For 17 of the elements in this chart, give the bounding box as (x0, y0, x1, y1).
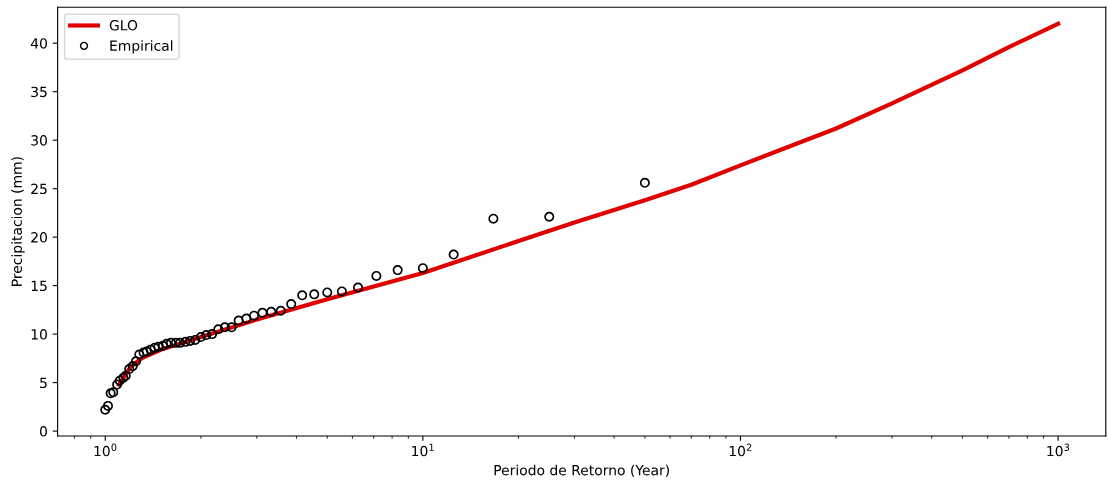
y-tick-label: 15 (31, 280, 47, 292)
x-axis-title: Periodo de Retorno (Year) (494, 464, 669, 478)
y-tick-label: 30 (31, 135, 47, 146)
x-tick-label: 10$^{2}$ (729, 443, 752, 457)
y-axis-title: Precipitacion (mm) (11, 157, 25, 286)
x-tick-label: 10$^{1}$ (412, 443, 434, 457)
legend-label: GLO (109, 20, 138, 31)
x-tick-label: 10$^{3}$ (1047, 443, 1070, 457)
y-tick-label: 10 (31, 329, 47, 340)
y-tick-label: 40 (30, 38, 47, 49)
y-tick-label: 0 (39, 426, 47, 437)
legend-label: Empirical (110, 40, 173, 54)
y-tick-label: 20 (31, 232, 47, 243)
x-tick-label: 10$^{0}$ (94, 443, 117, 457)
y-tick-label: 25 (31, 183, 47, 195)
y-tick-label: 35 (31, 86, 47, 98)
y-tick-label: 5 (40, 377, 47, 389)
